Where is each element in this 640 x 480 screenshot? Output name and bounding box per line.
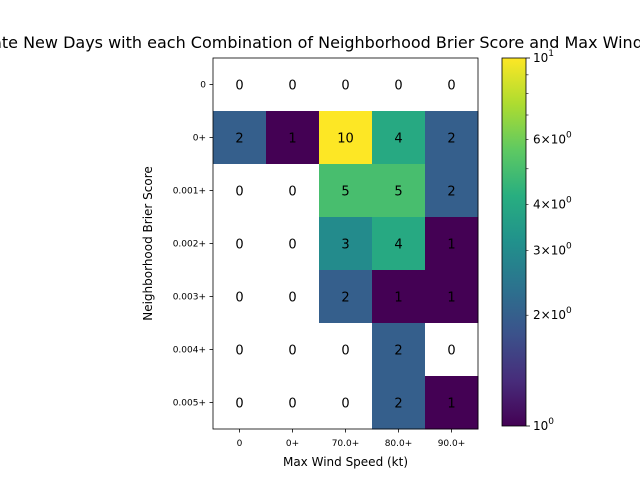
- cell-value-label: 2: [394, 344, 402, 359]
- cell-value-label: 0: [394, 79, 402, 94]
- colorbar-minor-tick-label: 6×100: [533, 131, 572, 147]
- heatmap-cell: [266, 217, 320, 271]
- heatmap-cell: [213, 111, 267, 165]
- cell-value-label: 3: [341, 238, 349, 253]
- cell-value-label: 0: [341, 397, 349, 412]
- heatmap-cell: [425, 323, 479, 377]
- cell-value-label: 0: [288, 238, 296, 253]
- heatmap-cell: [266, 376, 320, 430]
- cell-value-label: 2: [447, 185, 455, 200]
- x-axis-label: Max Wind Speed (kt): [283, 455, 408, 469]
- cell-value-label: 0: [235, 291, 243, 306]
- y-tick-label: 0: [200, 81, 206, 91]
- x-tick-label: 0+: [286, 439, 299, 449]
- heatmap-cell: [213, 323, 267, 377]
- heatmap-cell: [319, 217, 373, 271]
- heatmap-cell: [425, 376, 479, 430]
- cell-value-label: 0: [235, 238, 243, 253]
- cell-value-label: 0: [288, 291, 296, 306]
- cell-value-label: 1: [447, 291, 455, 306]
- heatmap-cell: [372, 376, 426, 430]
- cell-value-label: 0: [447, 344, 455, 359]
- colorbar-minor-tick-label: 2×100: [533, 306, 572, 322]
- heatmap-cell: [213, 164, 267, 218]
- heatmap-cell: [319, 376, 373, 430]
- x-axis-ticks: 0 0+ 70.0+ 80.0+ 90.0+: [237, 429, 466, 449]
- heatmap-cell: [372, 217, 426, 271]
- cell-value-label: 5: [341, 185, 349, 200]
- cell-value-label: 0: [341, 344, 349, 359]
- cell-value-label: 1: [288, 132, 296, 147]
- cell-value-label: 0: [235, 397, 243, 412]
- y-tick-label: 0.004+: [173, 346, 206, 356]
- heatmap-cell: [372, 323, 426, 377]
- colorbar-major-tick-label: 101: [533, 49, 554, 65]
- y-tick-label: 0.002+: [173, 240, 206, 250]
- cell-value-label: 5: [394, 185, 402, 200]
- chart-title: Moderate New Days with each Combination …: [0, 33, 640, 52]
- y-tick-label: 0+: [193, 134, 206, 144]
- cell-value-label: 1: [447, 397, 455, 412]
- cell-value-label: 0: [235, 79, 243, 94]
- y-tick-label: 0.005+: [173, 399, 206, 409]
- heatmap-cell: [372, 164, 426, 218]
- heatmap-cell: [213, 217, 267, 271]
- cell-value-label: 0: [288, 185, 296, 200]
- heatmap-cell: [266, 58, 320, 112]
- x-tick-label: 70.0+: [332, 439, 360, 449]
- heatmap-cell: [425, 270, 479, 324]
- y-axis-ticks: 0 0+ 0.001+ 0.002+ 0.003+ 0.004+ 0.005+: [173, 81, 213, 409]
- y-tick-label: 0.001+: [173, 187, 206, 197]
- heatmap-cell: [319, 58, 373, 112]
- heatmap-cell: [425, 111, 479, 165]
- heatmap-cell: [425, 58, 479, 112]
- x-tick-label: 90.0+: [438, 439, 466, 449]
- colorbar-gradient: [501, 57, 527, 427]
- heatmap-cell: [266, 270, 320, 324]
- cell-value-label: 2: [235, 132, 243, 147]
- heatmap-cell: [425, 217, 479, 271]
- heatmap-cell: [213, 270, 267, 324]
- cell-value-label: 2: [447, 132, 455, 147]
- cell-value-label: 4: [394, 132, 402, 147]
- cell-value-label: 4: [394, 238, 402, 253]
- heatmap-cell: [319, 111, 373, 165]
- heatmap-cell: [266, 323, 320, 377]
- cell-value-label: 1: [394, 291, 402, 306]
- heatmap-cell: [425, 164, 479, 218]
- colorbar-ticks: 100 101 2×100 3×100 4×100 6×100: [526, 49, 572, 433]
- heatmap-cell: [372, 58, 426, 112]
- heatmap-cells: [213, 58, 479, 430]
- heatmap-cell: [319, 323, 373, 377]
- y-axis-label: Neighborhood Brier Score: [141, 166, 155, 321]
- heatmap-cell: [372, 270, 426, 324]
- heatmap-cell: [372, 111, 426, 165]
- x-tick-label: 0: [237, 439, 243, 449]
- cell-value-label: 0: [235, 344, 243, 359]
- y-tick-label: 0.003+: [173, 293, 206, 303]
- cell-value-label: 0: [288, 397, 296, 412]
- cell-value-label: 2: [394, 397, 402, 412]
- colorbar-minor-tick-label: 4×100: [533, 195, 572, 211]
- cell-value-label: 0: [447, 79, 455, 94]
- heatmap-cell: [266, 111, 320, 165]
- heatmap-cell: [213, 58, 267, 112]
- cell-value-label: 0: [341, 79, 349, 94]
- colorbar: 100 101 2×100 3×100 4×100 6×100: [501, 49, 572, 433]
- cell-value-label: 10: [337, 132, 354, 147]
- heatmap-cell: [319, 270, 373, 324]
- colorbar-minor-tick-label: 3×100: [533, 241, 572, 257]
- cell-value-label: 0: [235, 185, 243, 200]
- heatmap-cell: [319, 164, 373, 218]
- heatmap-cell: [213, 376, 267, 430]
- cell-value-label: 0: [288, 344, 296, 359]
- cell-value-label: 1: [447, 238, 455, 253]
- colorbar-major-tick-label: 100: [533, 417, 554, 433]
- cell-value-labels: 0 0 0 0 02 1 10 4 20 0 5 5 20 0 3 4 10 0 2 1 10 0 0 2 00 0 0 2 1: [235, 79, 455, 412]
- heatmap-cell: [266, 164, 320, 218]
- cell-value-label: 2: [341, 291, 349, 306]
- cell-value-label: 0: [288, 79, 296, 94]
- x-tick-label: 80.0+: [385, 439, 413, 449]
